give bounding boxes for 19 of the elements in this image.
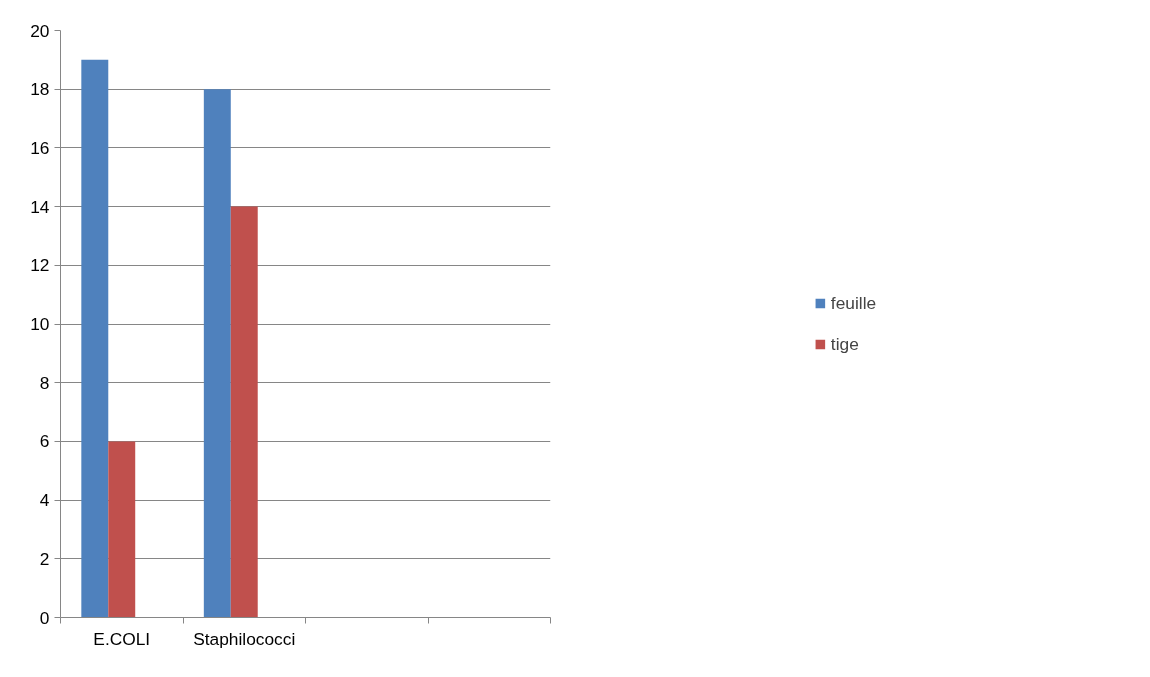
x-tick-label: E.COLI [93,628,151,649]
y-tick-label: 16 [30,137,50,158]
y-tick-label: 0 [39,607,50,628]
y-tick-label: 20 [30,20,50,41]
bar [230,206,258,618]
legend-label: tige [830,333,859,355]
y-tick-label: 8 [39,372,50,393]
y-tick-label: 18 [30,79,50,100]
bar [81,59,109,618]
y-tick-label: 10 [30,314,50,334]
x-tick-label: Staphilococci [193,628,296,649]
bar [203,89,231,618]
legend-label: feuille [830,292,877,314]
y-tick-label: 4 [39,490,50,511]
y-tick-label: 6 [39,431,50,452]
y-tick-label: 12 [30,255,50,276]
y-tick-label: 14 [30,196,50,217]
y-tick-label: 2 [39,548,50,569]
bar [108,441,136,618]
